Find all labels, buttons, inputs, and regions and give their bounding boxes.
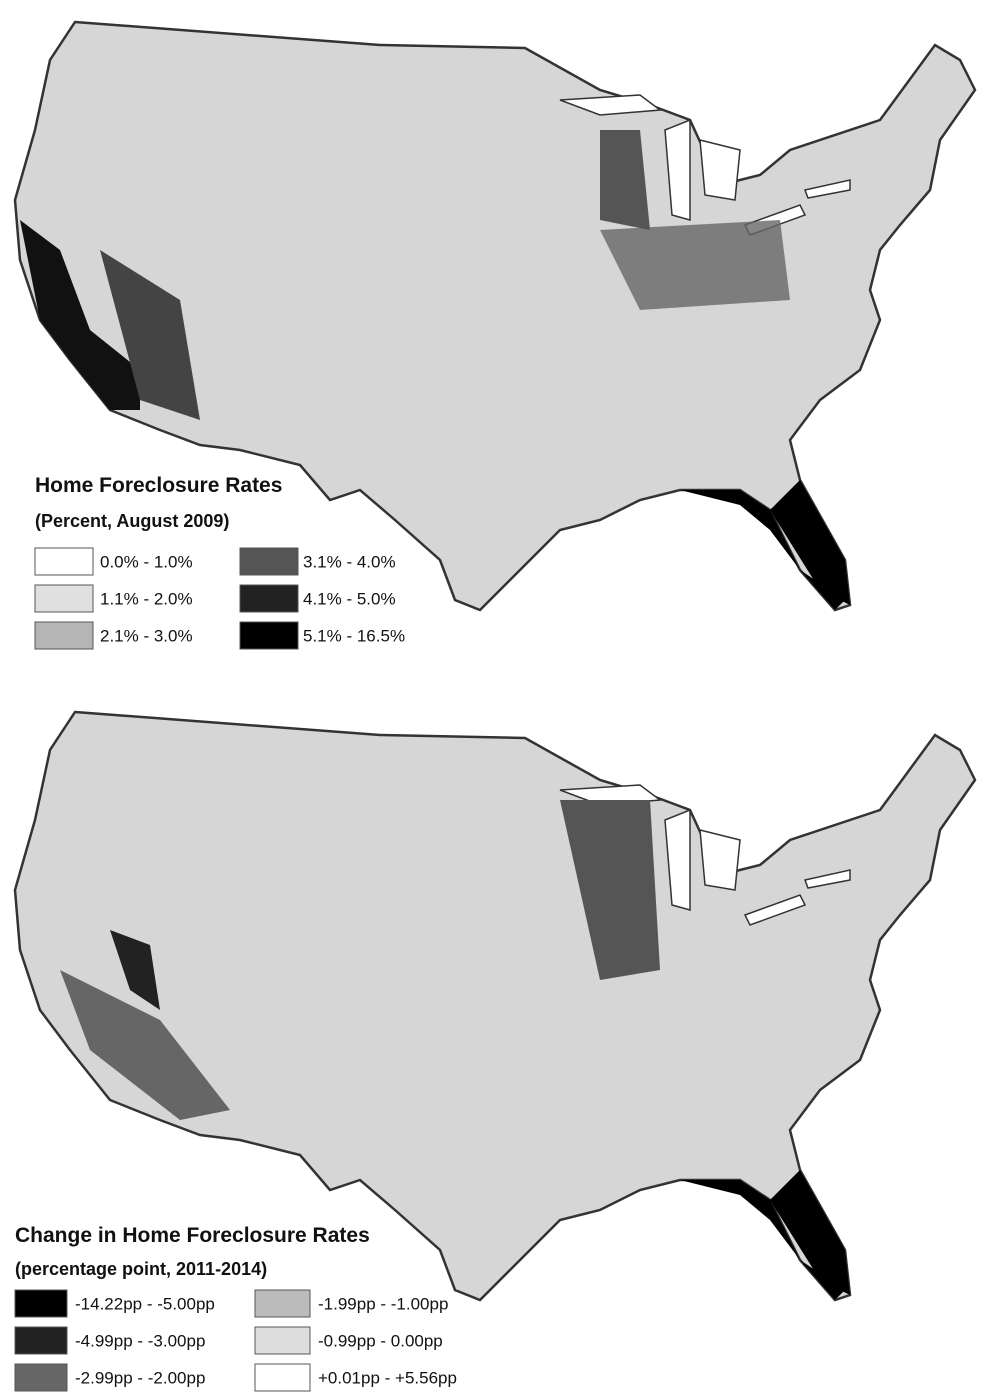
region-shade xyxy=(680,480,850,610)
legend-label: -1.99pp - -1.00pp xyxy=(318,1294,448,1313)
legend-swatch xyxy=(34,621,94,650)
legend-swatch xyxy=(239,621,299,650)
legend-label: 2.1% - 3.0% xyxy=(100,626,193,645)
legend-swatch xyxy=(254,1363,311,1392)
region-shade xyxy=(60,970,230,1120)
region-shade xyxy=(600,220,790,310)
legend-label: 1.1% - 2.0% xyxy=(100,589,193,608)
legend-label: -14.22pp - -5.00pp xyxy=(75,1294,215,1313)
region-shade xyxy=(20,220,140,410)
region-shade xyxy=(100,250,200,420)
legend-title: Home Foreclosure Rates xyxy=(35,474,282,497)
legend-label: 5.1% - 16.5% xyxy=(303,626,405,645)
legend-swatch xyxy=(239,547,299,576)
legend-swatch xyxy=(14,1289,68,1318)
legend-label: 3.1% - 4.0% xyxy=(303,552,396,571)
map-bottom xyxy=(13,710,977,1302)
legend-swatch xyxy=(34,547,94,576)
legend-swatch xyxy=(239,584,299,613)
legend-swatch xyxy=(14,1326,68,1355)
legend-label: 4.1% - 5.0% xyxy=(303,589,396,608)
map-top xyxy=(13,20,977,612)
legend-label: 0.0% - 1.0% xyxy=(100,552,193,571)
legend-subtitle: (Percent, August 2009) xyxy=(35,511,229,531)
legend-label: -2.99pp - -2.00pp xyxy=(75,1368,205,1387)
legend-swatch xyxy=(34,584,94,613)
legend-title: Change in Home Foreclosure Rates xyxy=(15,1224,370,1247)
legend-label: -0.99pp - 0.00pp xyxy=(318,1331,443,1350)
legend-swatch xyxy=(254,1326,311,1355)
legend-label: +0.01pp - +5.56pp xyxy=(318,1368,457,1387)
legend-swatch xyxy=(14,1363,68,1392)
legend-label: -4.99pp - -3.00pp xyxy=(75,1331,205,1350)
region-shade xyxy=(680,1170,850,1300)
region-shade xyxy=(110,930,160,1010)
legend-subtitle: (percentage point, 2011-2014) xyxy=(15,1259,267,1279)
legend-swatch xyxy=(254,1289,311,1318)
region-shade xyxy=(560,800,660,980)
region-shade xyxy=(600,130,650,230)
